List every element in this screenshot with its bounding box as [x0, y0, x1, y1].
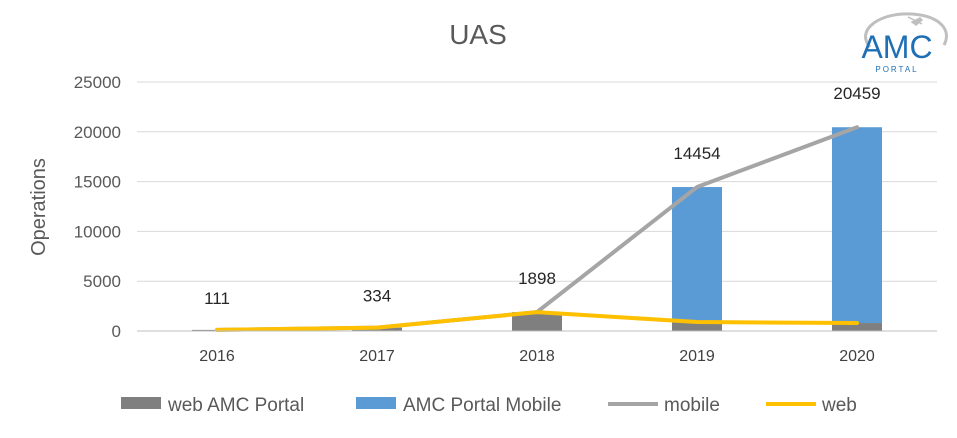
y-tick-label-25000: 25000 — [74, 73, 121, 92]
data-label-2020: 20459 — [833, 84, 880, 103]
chart-container: UAS Operations 111 334 1898 14454 20459 0 500… — [0, 0, 957, 433]
y-tick-label-10000: 10000 — [74, 222, 121, 241]
chart-title: UAS — [449, 19, 507, 50]
x-tick-label-2016: 2016 — [199, 348, 235, 365]
logo-text: AMC — [861, 29, 932, 65]
x-tick-label-2019: 2019 — [679, 348, 715, 365]
x-tick-label-2020: 2020 — [839, 348, 875, 365]
chart-svg: UAS Operations 111 334 1898 14454 20459 0 500… — [0, 0, 957, 433]
y-tick-label-5000: 5000 — [83, 272, 121, 291]
plane-icon — [908, 17, 922, 25]
grid-layer — [137, 82, 937, 281]
data-label-2018: 1898 — [518, 269, 556, 288]
data-label-2019: 14454 — [673, 144, 720, 163]
bar-1-2020 — [832, 127, 882, 323]
x-tick-label-2017: 2017 — [359, 348, 395, 365]
label-layer: 111 334 1898 14454 20459 — [204, 84, 881, 308]
line-series-mobile — [217, 127, 857, 330]
y-axis-label: Operations — [28, 158, 50, 256]
legend-label-0: web AMC Portal — [167, 395, 304, 416]
y-tick-label-15000: 15000 — [74, 173, 121, 192]
data-label-2016: 111 — [204, 289, 230, 308]
x-tick-label-2018: 2018 — [519, 348, 555, 365]
legend-label-2: mobile — [664, 395, 720, 416]
logo-subtext: PORTAL — [875, 65, 918, 74]
legend-label-3: web — [821, 395, 857, 416]
legend: web AMC Portal AMC Portal Mobile mobile web — [121, 395, 857, 416]
bar-1-2019 — [672, 187, 722, 322]
y-tick-label-0: 0 — [112, 322, 121, 341]
y-tick-label-20000: 20000 — [74, 123, 121, 142]
data-label-2017: 334 — [363, 287, 391, 306]
line-layer — [217, 127, 857, 330]
legend-label-1: AMC Portal Mobile — [403, 395, 561, 416]
amc-portal-logo: AMC PORTAL — [861, 14, 946, 74]
legend-swatch-0 — [121, 397, 161, 409]
legend-swatch-1 — [356, 397, 396, 409]
